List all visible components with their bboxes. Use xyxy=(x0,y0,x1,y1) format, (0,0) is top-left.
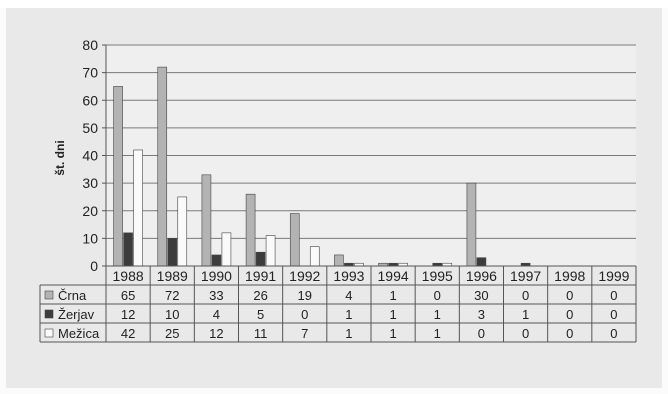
legend-key-črna xyxy=(44,290,54,300)
bar-črna-1988 xyxy=(113,86,123,267)
category-label-1989: 1989 xyxy=(157,268,188,284)
y-tick-label-0: 0 xyxy=(90,258,98,274)
data-label-žerjav-1997: 1 xyxy=(522,307,529,322)
category-label-1999: 1999 xyxy=(598,268,629,284)
data-label-žerjav-1991: 5 xyxy=(257,307,264,322)
data-label-žerjav-1989: 10 xyxy=(165,307,179,322)
data-label-črna-1989: 72 xyxy=(165,288,179,303)
data-label-mežica-1992: 7 xyxy=(301,326,308,341)
data-label-mežica-1998: 0 xyxy=(566,326,573,341)
y-tick-label-70: 70 xyxy=(82,65,98,81)
data-label-črna-1993: 4 xyxy=(345,288,352,303)
top-strip xyxy=(0,0,668,8)
category-label-1994: 1994 xyxy=(378,268,409,284)
data-label-črna-1990: 33 xyxy=(209,288,223,303)
y-tick-label-20: 20 xyxy=(82,203,98,219)
data-label-žerjav-1992: 0 xyxy=(301,307,308,322)
bar-mežica-1992 xyxy=(309,246,320,267)
bar-žerjav-1991 xyxy=(255,251,266,267)
data-label-črna-1998: 0 xyxy=(566,288,573,303)
bar-črna-1996 xyxy=(466,182,477,267)
data-label-mežica-1994: 1 xyxy=(389,326,396,341)
data-label-žerjav-1995: 1 xyxy=(434,307,441,322)
y-axis-label: št. dni xyxy=(53,140,67,175)
data-label-črna-1992: 19 xyxy=(298,288,312,303)
bar-žerjav-1988 xyxy=(123,232,133,267)
legend-label-mežica: Mežica xyxy=(58,326,100,341)
data-label-mežica-1993: 1 xyxy=(345,326,352,341)
data-label-žerjav-1993: 1 xyxy=(345,307,352,322)
data-label-žerjav-1988: 12 xyxy=(121,307,135,322)
y-tick-label-10: 10 xyxy=(82,230,98,246)
legend-key-žerjav xyxy=(44,309,54,319)
bar-črna-1989 xyxy=(157,66,168,267)
data-label-žerjav-1990: 4 xyxy=(213,307,220,322)
bar-žerjav-1989 xyxy=(167,238,178,267)
y-tick-label-50: 50 xyxy=(82,120,98,136)
category-label-1993: 1993 xyxy=(333,268,364,284)
category-label-1997: 1997 xyxy=(510,268,541,284)
data-label-črna-1995: 0 xyxy=(434,288,441,303)
data-label-žerjav-1999: 0 xyxy=(610,307,617,322)
data-label-mežica-1989: 25 xyxy=(165,326,179,341)
category-label-1996: 1996 xyxy=(466,268,497,284)
data-label-žerjav-1998: 0 xyxy=(566,307,573,322)
data-label-črna-1991: 26 xyxy=(253,288,267,303)
data-label-žerjav-1994: 1 xyxy=(389,307,396,322)
bar-žerjav-1996 xyxy=(476,257,487,267)
y-tick-label-40: 40 xyxy=(82,148,98,164)
category-label-1990: 1990 xyxy=(201,268,232,284)
y-tick-label-60: 60 xyxy=(82,92,98,108)
legend-label-žerjav: Žerjav xyxy=(58,307,95,322)
data-label-mežica-1988: 42 xyxy=(121,326,135,341)
data-label-črna-1999: 0 xyxy=(610,288,617,303)
y-tick-label-30: 30 xyxy=(82,175,98,191)
bar-črna-1992 xyxy=(289,213,300,267)
y-tick-label-80: 80 xyxy=(82,37,98,53)
data-label-mežica-1990: 12 xyxy=(209,326,223,341)
category-label-1992: 1992 xyxy=(289,268,320,284)
data-label-žerjav-1996: 3 xyxy=(478,307,485,322)
data-label-mežica-1999: 0 xyxy=(610,326,617,341)
bar-žerjav-1990 xyxy=(211,254,222,267)
data-label-mežica-1995: 1 xyxy=(434,326,441,341)
legend-label-črna: Črna xyxy=(58,288,87,303)
data-label-črna-1988: 65 xyxy=(121,288,135,303)
data-label-črna-1997: 0 xyxy=(522,288,529,303)
bar-mežica-1988 xyxy=(133,149,143,267)
bar-črna-1990 xyxy=(201,174,212,267)
category-label-1991: 1991 xyxy=(245,268,276,284)
category-label-1998: 1998 xyxy=(554,268,585,284)
data-label-mežica-1997: 0 xyxy=(522,326,529,341)
bar-mežica-1991 xyxy=(265,235,276,267)
legend-key-mežica xyxy=(44,328,54,338)
bar-mežica-1989 xyxy=(177,196,188,267)
category-label-1995: 1995 xyxy=(422,268,453,284)
bar-črna-1991 xyxy=(245,193,256,267)
data-label-mežica-1996: 0 xyxy=(478,326,485,341)
bar-mežica-1990 xyxy=(221,232,232,267)
data-label-črna-1996: 30 xyxy=(474,288,488,303)
data-label-mežica-1991: 11 xyxy=(254,326,268,341)
data-label-črna-1994: 1 xyxy=(389,288,396,303)
category-label-1988: 1988 xyxy=(113,268,144,284)
bar-črna-1993 xyxy=(334,254,344,267)
